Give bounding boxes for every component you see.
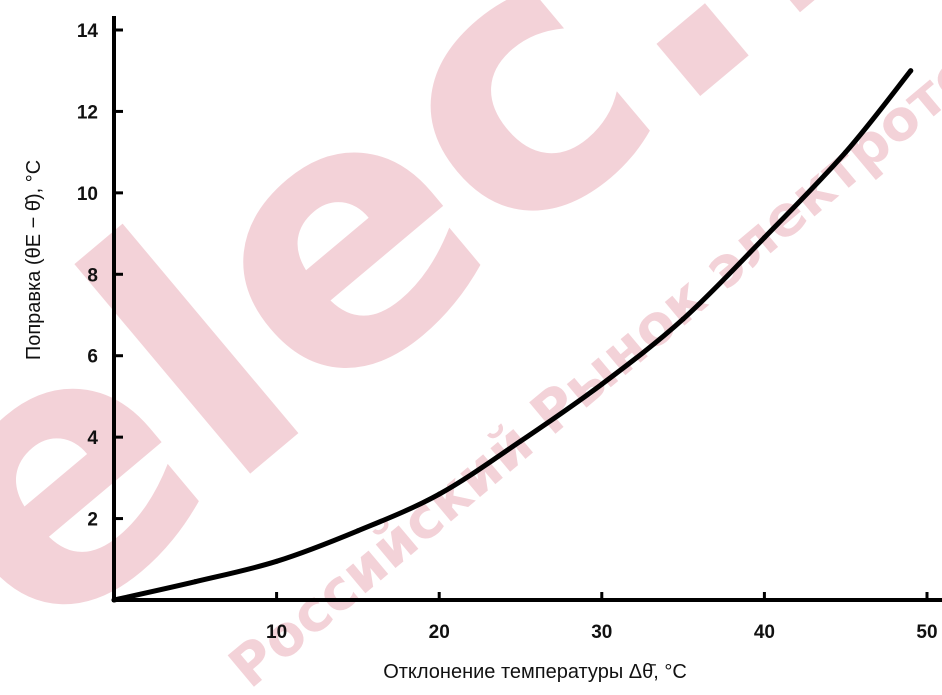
y-tick-label: 12 <box>77 102 98 123</box>
y-tick-label: 8 <box>87 265 98 286</box>
data-point <box>274 558 280 564</box>
data-point <box>680 316 686 322</box>
data-point <box>761 235 767 241</box>
x-tick-label: 20 <box>429 622 450 643</box>
y-ticks: 2 4 6 8 10 12 14 <box>77 21 123 531</box>
y-tick-label: 2 <box>87 510 98 531</box>
data-point <box>599 381 605 387</box>
data-point <box>355 528 361 534</box>
y-tick-label: 6 <box>87 347 98 368</box>
y-tick-label: 14 <box>77 21 99 42</box>
x-tick-label: 10 <box>266 622 287 643</box>
x-tick-label: 40 <box>754 622 775 643</box>
x-tick-label: 30 <box>591 622 612 643</box>
y-tick-label: 10 <box>77 184 98 205</box>
data-point <box>436 491 442 497</box>
data-point <box>843 149 849 155</box>
data-point <box>518 438 523 444</box>
data-point <box>111 597 117 603</box>
y-tick-label: 4 <box>87 428 98 449</box>
y-axis-title: Поправка (θE − θ̄), °C <box>23 160 45 360</box>
x-tick-label: 50 <box>916 622 937 643</box>
x-ticks: 10 20 30 40 50 <box>266 592 938 643</box>
series-line <box>111 68 914 603</box>
x-axis-title: Отклонение температуры Δθ̄, °C <box>383 661 687 683</box>
data-points <box>111 68 914 603</box>
data-point <box>192 579 198 585</box>
data-point <box>908 68 914 74</box>
